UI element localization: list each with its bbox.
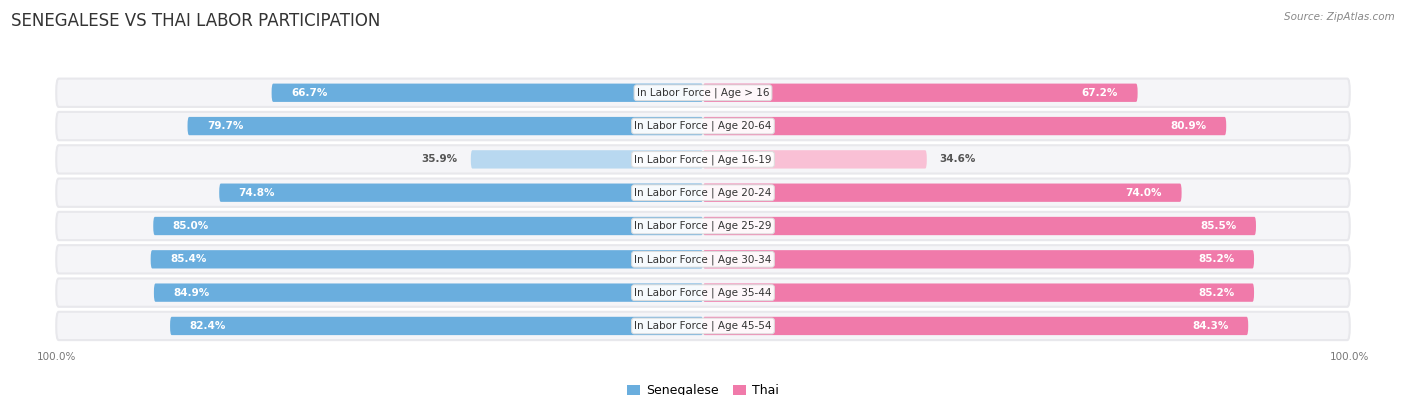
FancyBboxPatch shape <box>703 84 1137 102</box>
Text: 84.9%: 84.9% <box>173 288 209 298</box>
FancyBboxPatch shape <box>703 250 1254 269</box>
FancyBboxPatch shape <box>703 317 1249 335</box>
Text: In Labor Force | Age 25-29: In Labor Force | Age 25-29 <box>634 221 772 231</box>
FancyBboxPatch shape <box>150 250 703 269</box>
FancyBboxPatch shape <box>703 150 927 169</box>
Text: 66.7%: 66.7% <box>291 88 328 98</box>
Text: 85.0%: 85.0% <box>173 221 209 231</box>
Text: Source: ZipAtlas.com: Source: ZipAtlas.com <box>1284 12 1395 22</box>
Text: 82.4%: 82.4% <box>190 321 226 331</box>
Text: 34.6%: 34.6% <box>939 154 976 164</box>
FancyBboxPatch shape <box>703 217 1256 235</box>
Text: 80.9%: 80.9% <box>1171 121 1206 131</box>
Text: 85.4%: 85.4% <box>170 254 207 264</box>
FancyBboxPatch shape <box>56 245 1350 273</box>
FancyBboxPatch shape <box>703 117 1226 135</box>
FancyBboxPatch shape <box>703 184 1181 202</box>
Text: 74.8%: 74.8% <box>239 188 276 198</box>
FancyBboxPatch shape <box>56 179 1350 207</box>
Text: 35.9%: 35.9% <box>422 154 458 164</box>
FancyBboxPatch shape <box>153 284 703 302</box>
Text: In Labor Force | Age 30-34: In Labor Force | Age 30-34 <box>634 254 772 265</box>
FancyBboxPatch shape <box>56 145 1350 173</box>
Text: In Labor Force | Age 20-64: In Labor Force | Age 20-64 <box>634 121 772 131</box>
FancyBboxPatch shape <box>56 212 1350 240</box>
Text: 84.3%: 84.3% <box>1192 321 1229 331</box>
Text: In Labor Force | Age 35-44: In Labor Force | Age 35-44 <box>634 288 772 298</box>
Text: 74.0%: 74.0% <box>1126 188 1163 198</box>
Text: In Labor Force | Age 20-24: In Labor Force | Age 20-24 <box>634 188 772 198</box>
Text: 67.2%: 67.2% <box>1081 88 1118 98</box>
FancyBboxPatch shape <box>219 184 703 202</box>
FancyBboxPatch shape <box>471 150 703 169</box>
FancyBboxPatch shape <box>56 312 1350 340</box>
FancyBboxPatch shape <box>187 117 703 135</box>
Text: In Labor Force | Age 16-19: In Labor Force | Age 16-19 <box>634 154 772 165</box>
Text: 85.2%: 85.2% <box>1198 254 1234 264</box>
Legend: Senegalese, Thai: Senegalese, Thai <box>621 379 785 395</box>
FancyBboxPatch shape <box>56 79 1350 107</box>
FancyBboxPatch shape <box>271 84 703 102</box>
FancyBboxPatch shape <box>170 317 703 335</box>
FancyBboxPatch shape <box>56 112 1350 140</box>
FancyBboxPatch shape <box>703 284 1254 302</box>
Text: In Labor Force | Age 45-54: In Labor Force | Age 45-54 <box>634 321 772 331</box>
Text: In Labor Force | Age > 16: In Labor Force | Age > 16 <box>637 88 769 98</box>
FancyBboxPatch shape <box>153 217 703 235</box>
Text: 85.2%: 85.2% <box>1198 288 1234 298</box>
Text: 79.7%: 79.7% <box>207 121 243 131</box>
Text: 85.5%: 85.5% <box>1201 221 1237 231</box>
FancyBboxPatch shape <box>56 278 1350 307</box>
Text: SENEGALESE VS THAI LABOR PARTICIPATION: SENEGALESE VS THAI LABOR PARTICIPATION <box>11 12 381 30</box>
